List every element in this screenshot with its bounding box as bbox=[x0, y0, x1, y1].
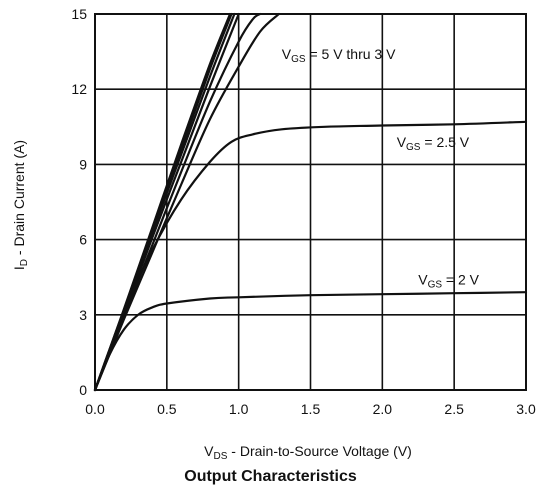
x-tick-label: 2.5 bbox=[444, 401, 464, 417]
curves bbox=[93, 12, 528, 392]
x-tick-label: 1.0 bbox=[229, 401, 249, 417]
y-tick-labels: 0 3 6 9 12 15 bbox=[71, 6, 87, 398]
y-tick-label: 3 bbox=[79, 307, 87, 323]
plot-frame bbox=[94, 13, 527, 391]
x-tick-label: 1.5 bbox=[301, 401, 321, 417]
x-tick-label: 0.5 bbox=[157, 401, 177, 417]
series-line-6 bbox=[93, 12, 280, 392]
y-tick-label: 9 bbox=[79, 156, 87, 172]
y-axis-label: ID - Drain Current (A) bbox=[11, 140, 30, 270]
y-tick-label: 12 bbox=[71, 81, 87, 97]
vgs-annotation-1: VGS = 5 V thru 3 V bbox=[282, 46, 396, 65]
x-axis-label: VDS - Drain-to-Source Voltage (V) bbox=[204, 443, 412, 462]
x-tick-label: 2.0 bbox=[373, 401, 393, 417]
vgs-annotation-2: VGS = 2.5 V bbox=[397, 134, 470, 153]
series-line-7 bbox=[93, 120, 528, 392]
chart-caption: Output Characteristics bbox=[184, 468, 357, 485]
x-tick-label: 0.0 bbox=[85, 401, 105, 417]
y-tick-label: 0 bbox=[79, 382, 87, 398]
vgs-annotation-3: VGS = 2 V bbox=[418, 272, 479, 291]
y-tick-label: 6 bbox=[79, 232, 87, 248]
grid bbox=[94, 13, 527, 391]
x-tick-labels: 0.0 0.5 1.0 1.5 2.0 2.5 3.0 bbox=[85, 401, 536, 417]
annotations: VGS = 5 V thru 3 V VGS = 2.5 V VGS = 2 V bbox=[282, 46, 480, 291]
x-tick-label: 3.0 bbox=[516, 401, 536, 417]
y-tick-label: 15 bbox=[71, 6, 87, 22]
series-line-8 bbox=[93, 291, 528, 392]
